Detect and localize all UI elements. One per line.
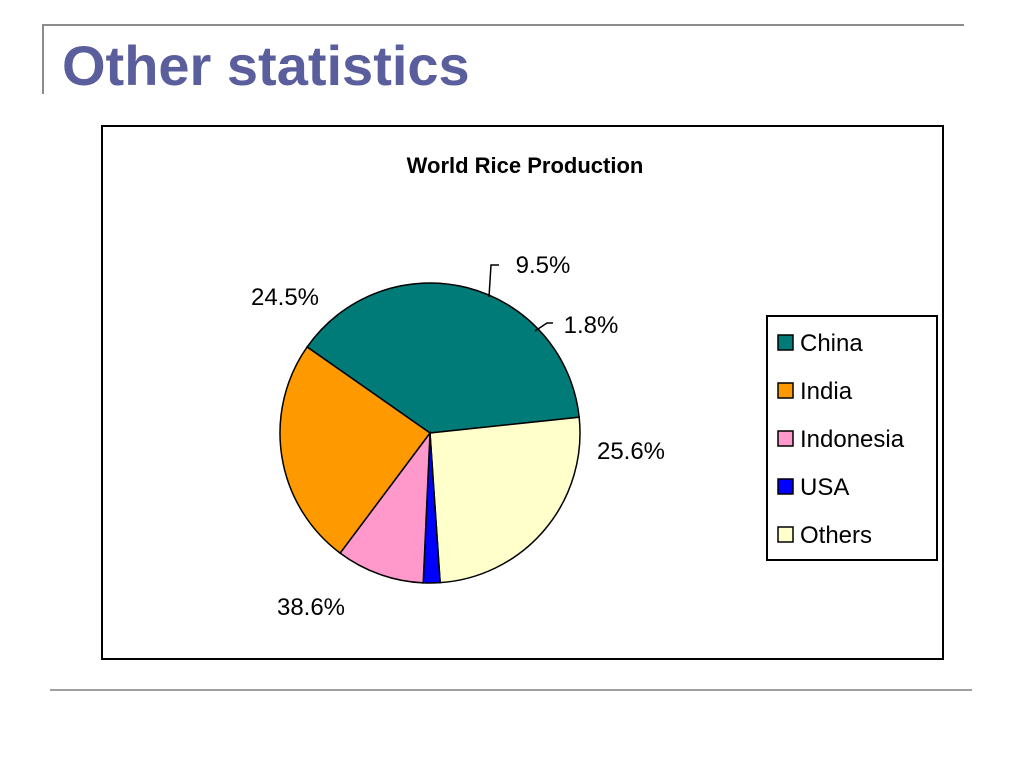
leader-line-indonesia [488,264,499,298]
slice-label-china: 38.6% [277,594,345,621]
chart-title: World Rice Production [407,153,644,178]
chart-area: World Rice Production 38.6% 24.5% 9.5% 1.8%… [101,125,944,660]
pie-slice-india [279,345,432,555]
legend-label-india: India [800,378,853,405]
legend-swatch-usa [777,478,794,495]
slice-labels: 38.6% 24.5% 9.5% 1.8% 25.6% [251,252,665,621]
frame-left-line [42,24,44,94]
legend-label-others: Others [800,522,872,549]
leader-line-usa [534,322,553,332]
legend: China India Indonesia USA Others [766,315,938,561]
pie-slice-others [429,416,581,584]
legend-swatch-others [777,526,794,543]
leader-lines [488,264,553,332]
legend-label-usa: USA [800,474,849,501]
frame-top-line [42,24,964,26]
slice-label-indonesia: 9.5% [516,252,571,279]
pie-slice-indonesia [339,430,431,584]
slice-label-usa: 1.8% [564,312,619,339]
slice-label-india: 24.5% [251,284,319,311]
pie-slice-china [306,282,580,434]
legend-swatch-india [777,382,794,399]
legend-swatch-indonesia [777,430,794,447]
slide-title: Other statistics [62,34,470,97]
legend-label-indonesia: Indonesia [800,426,905,453]
slice-label-others: 25.6% [597,438,665,465]
pie-slices [279,282,581,584]
legend-box [766,315,938,561]
legend-swatch-china [777,334,794,351]
legend-label-china: China [800,330,863,357]
pie-chart: World Rice Production 38.6% 24.5% 9.5% 1.8%… [251,153,938,621]
bottom-divider [50,689,972,691]
